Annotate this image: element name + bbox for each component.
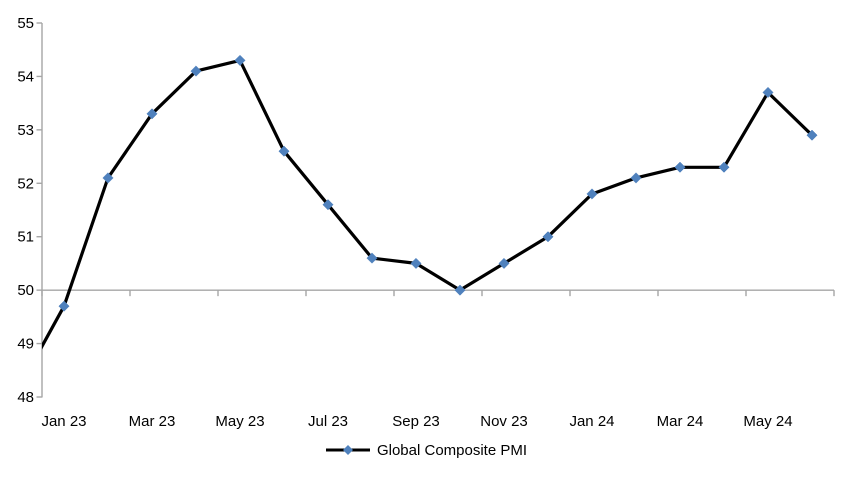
y-axis-label: 53 xyxy=(17,122,34,139)
data-point-marker xyxy=(322,199,334,211)
legend-label: Global Composite PMI xyxy=(376,441,528,459)
x-axis-label: Mar 23 xyxy=(129,413,176,430)
data-point-marker xyxy=(674,161,686,173)
data-point-marker xyxy=(586,188,598,200)
x-axis-labels: Jan 23 Mar 23 May 23 Jul 23 Sep 23 Nov 23 Jan … xyxy=(41,413,792,430)
x-axis-label: Nov 23 xyxy=(480,413,528,430)
y-axis-label: 50 xyxy=(17,282,34,299)
data-point-marker xyxy=(410,257,422,269)
y-axis-label: 54 xyxy=(17,68,34,85)
x-axis-baseline-50 xyxy=(41,289,835,297)
data-point-marker xyxy=(102,172,114,184)
data-point-marker xyxy=(762,86,774,99)
data-point-marker xyxy=(366,252,378,264)
data-point-marker xyxy=(190,65,202,77)
y-axis-label: 52 xyxy=(17,175,34,192)
x-axis-label: Jan 24 xyxy=(569,413,614,430)
data-point-marker xyxy=(806,129,818,141)
series-global-composite-pmi xyxy=(42,54,818,350)
series-line xyxy=(42,58,814,350)
data-point-marker xyxy=(718,161,730,173)
legend-line-diamond-icon xyxy=(325,445,370,455)
x-axis-label: May 24 xyxy=(743,413,792,430)
data-point-marker xyxy=(278,145,290,157)
x-axis-label: Jan 23 xyxy=(41,413,86,430)
x-axis-label: Sep 23 xyxy=(392,413,440,430)
data-point-marker xyxy=(454,284,466,296)
x-axis-label: May 23 xyxy=(215,413,264,430)
data-point-marker xyxy=(58,300,70,312)
y-axis-label: 51 xyxy=(17,229,34,246)
y-axis: 48 49 50 51 52 53 54 55 xyxy=(17,15,43,406)
y-axis-label: 48 xyxy=(17,389,34,406)
x-axis-label: Jul 23 xyxy=(308,413,348,430)
y-axis-label: 55 xyxy=(17,15,34,32)
x-axis-label: Mar 24 xyxy=(657,413,704,430)
data-point-marker xyxy=(234,54,246,66)
data-point-marker xyxy=(146,108,158,120)
y-axis-label: 49 xyxy=(17,336,34,353)
chart-legend: Global Composite PMI xyxy=(0,440,852,460)
data-point-marker xyxy=(630,172,642,184)
data-point-marker xyxy=(498,257,510,269)
data-point-marker xyxy=(542,231,554,243)
